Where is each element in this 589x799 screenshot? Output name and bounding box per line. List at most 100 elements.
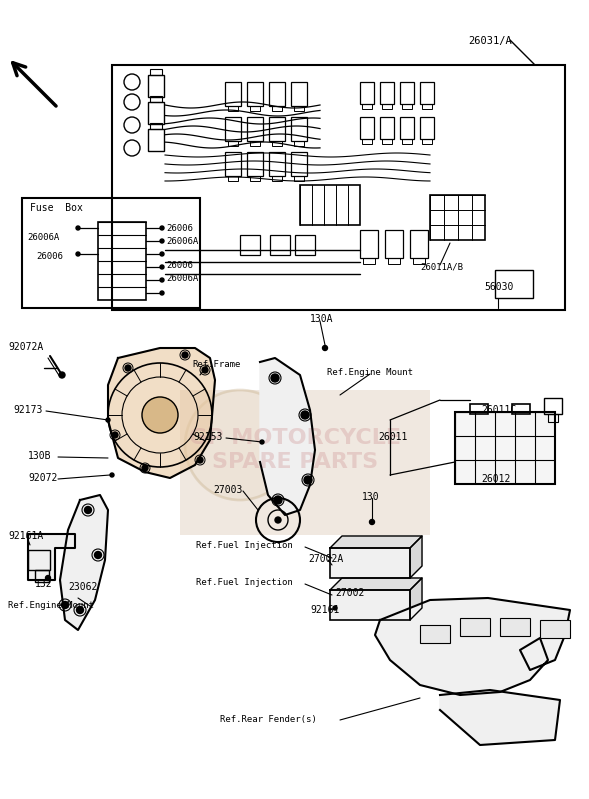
- Bar: [250, 141, 260, 146]
- Bar: [360, 82, 374, 104]
- Circle shape: [160, 252, 164, 256]
- Circle shape: [76, 226, 80, 230]
- Text: 26006: 26006: [166, 261, 193, 270]
- Bar: [247, 117, 263, 141]
- Bar: [382, 104, 392, 109]
- Bar: [228, 176, 238, 181]
- Circle shape: [274, 496, 282, 504]
- Circle shape: [61, 602, 68, 609]
- Text: 26031/A: 26031/A: [468, 36, 512, 46]
- Bar: [548, 414, 558, 422]
- Bar: [295, 235, 315, 255]
- Bar: [225, 152, 241, 176]
- Circle shape: [142, 465, 148, 471]
- Circle shape: [125, 365, 131, 371]
- Circle shape: [260, 440, 264, 444]
- Text: 27002A: 27002A: [308, 554, 343, 564]
- Circle shape: [185, 390, 295, 500]
- Text: 27002: 27002: [335, 588, 365, 598]
- Circle shape: [45, 575, 51, 581]
- Bar: [362, 104, 372, 109]
- Bar: [150, 96, 162, 102]
- Bar: [402, 139, 412, 144]
- Bar: [330, 548, 410, 578]
- Bar: [150, 69, 162, 75]
- Text: 26006A: 26006A: [166, 274, 198, 283]
- Circle shape: [59, 372, 65, 378]
- Bar: [112, 65, 565, 310]
- Polygon shape: [108, 348, 215, 478]
- Text: Ref.Fuel Injection: Ref.Fuel Injection: [196, 541, 293, 550]
- Text: 132: 132: [35, 579, 52, 589]
- Text: 92072: 92072: [28, 473, 57, 483]
- Text: 26006A: 26006A: [166, 237, 198, 246]
- Bar: [500, 618, 530, 636]
- Bar: [269, 117, 285, 141]
- Text: 130A: 130A: [310, 314, 333, 324]
- Bar: [294, 106, 304, 111]
- Text: 26011: 26011: [378, 432, 408, 442]
- Circle shape: [197, 457, 203, 463]
- Bar: [402, 104, 412, 109]
- Bar: [291, 82, 307, 106]
- Bar: [269, 82, 285, 106]
- Bar: [544, 398, 562, 414]
- Bar: [362, 139, 372, 144]
- Polygon shape: [410, 536, 422, 578]
- Polygon shape: [260, 358, 315, 515]
- Bar: [270, 235, 290, 255]
- Bar: [410, 230, 428, 258]
- Text: 26011A/B: 26011A/B: [420, 262, 463, 271]
- Text: Fuse  Box: Fuse Box: [30, 203, 83, 213]
- Circle shape: [369, 519, 375, 524]
- Circle shape: [160, 291, 164, 295]
- Bar: [294, 176, 304, 181]
- Circle shape: [182, 352, 188, 358]
- Circle shape: [160, 265, 164, 269]
- Bar: [460, 618, 490, 636]
- Bar: [35, 570, 49, 582]
- Bar: [455, 412, 555, 484]
- Text: 27003: 27003: [213, 485, 243, 495]
- Bar: [294, 141, 304, 146]
- Bar: [269, 152, 285, 176]
- Bar: [291, 117, 307, 141]
- Circle shape: [106, 418, 110, 422]
- Polygon shape: [375, 598, 570, 695]
- Circle shape: [112, 432, 118, 438]
- Text: 92072A: 92072A: [8, 342, 43, 352]
- Circle shape: [142, 397, 178, 433]
- Circle shape: [76, 252, 80, 256]
- Bar: [413, 258, 425, 264]
- Text: 130B: 130B: [28, 451, 51, 461]
- Bar: [28, 550, 50, 570]
- Circle shape: [202, 367, 208, 373]
- Bar: [422, 139, 432, 144]
- Circle shape: [301, 411, 309, 419]
- Bar: [360, 117, 374, 139]
- Bar: [291, 152, 307, 176]
- Bar: [228, 141, 238, 146]
- Text: Ref.Frame: Ref.Frame: [192, 360, 240, 369]
- Bar: [148, 102, 164, 124]
- Bar: [250, 106, 260, 111]
- Text: 92153: 92153: [193, 432, 223, 442]
- Bar: [363, 258, 375, 264]
- Bar: [360, 230, 378, 258]
- Circle shape: [160, 239, 164, 243]
- Bar: [180, 390, 430, 535]
- Bar: [330, 590, 410, 620]
- Circle shape: [323, 345, 327, 351]
- Polygon shape: [330, 578, 422, 590]
- Bar: [512, 404, 530, 414]
- Bar: [148, 129, 164, 151]
- Bar: [388, 258, 400, 264]
- Bar: [400, 82, 414, 104]
- Bar: [225, 82, 241, 106]
- Bar: [495, 270, 533, 298]
- Bar: [272, 141, 282, 146]
- Bar: [247, 152, 263, 176]
- Text: 56030: 56030: [484, 282, 514, 292]
- Polygon shape: [28, 534, 75, 580]
- Text: Ref.Engine Mount: Ref.Engine Mount: [327, 368, 413, 377]
